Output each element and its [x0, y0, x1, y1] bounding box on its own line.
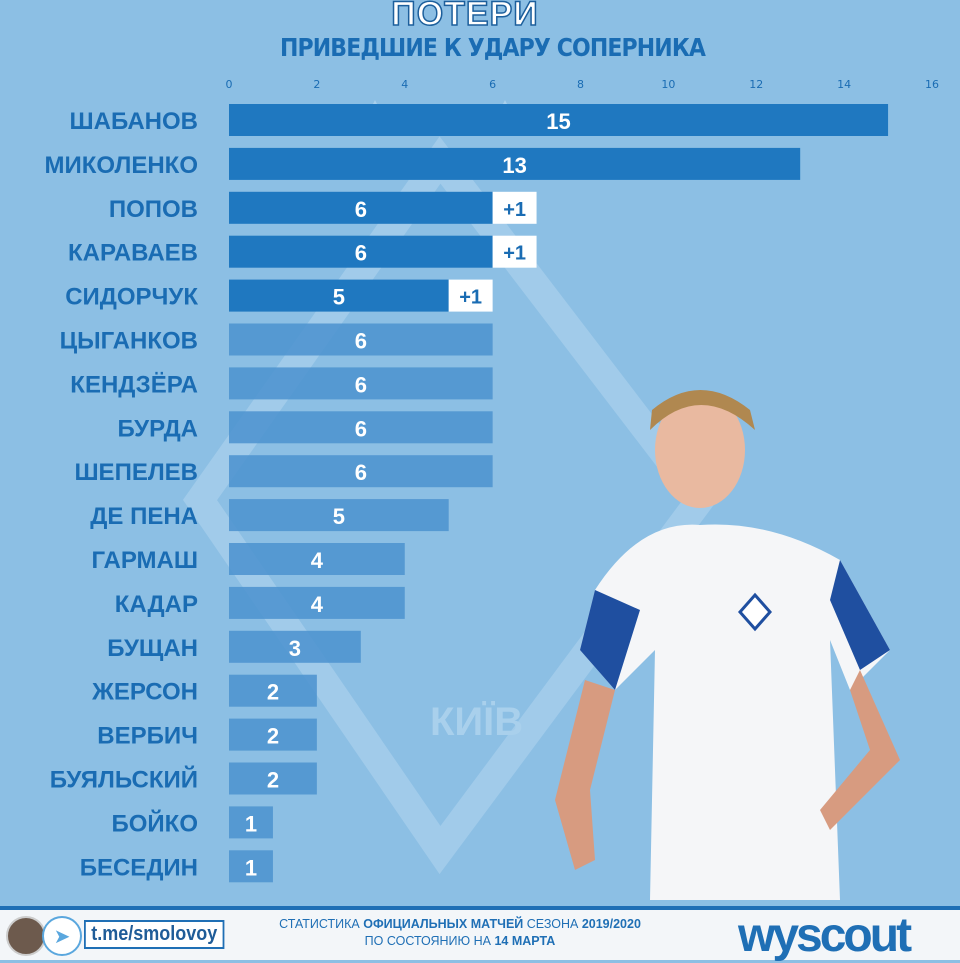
extra-value-label: +1 — [503, 199, 526, 221]
bar-value-label: 3 — [289, 636, 301, 661]
bar — [229, 806, 273, 839]
x-tick-label: 8 — [577, 78, 584, 91]
category-label: СИДОРЧУК — [65, 284, 198, 311]
category-label: БЕСЕДИН — [80, 854, 198, 881]
author-avatar — [6, 916, 46, 956]
stats-note: СТАТИСТИКА ОФИЦИАЛЬНЫХ МАТЧЕЙ СЕЗОНА 201… — [270, 916, 650, 950]
note-text: ОФИЦИАЛЬНЫХ МАТЧЕЙ — [363, 917, 524, 931]
bar-value-label: 1 — [245, 811, 257, 836]
category-label: КАРАВАЕВ — [68, 240, 198, 267]
bar — [229, 499, 449, 532]
bar — [229, 279, 449, 312]
category-label: КЕНДЗЁРА — [70, 371, 198, 398]
category-label: БУРДА — [117, 415, 198, 442]
note-season: 2019/2020 — [581, 917, 641, 931]
bar — [229, 191, 493, 224]
bar — [229, 367, 493, 400]
x-tick-label: 16 — [925, 78, 939, 91]
bar — [229, 762, 317, 795]
bar — [229, 104, 889, 136]
bar — [229, 718, 317, 751]
category-label: КАДАР — [115, 591, 198, 618]
x-tick-label: 4 — [401, 78, 408, 91]
chart-title: ПОТЕРИ — [0, 0, 960, 33]
wyscout-logo: wyscout — [738, 909, 912, 962]
bar — [229, 147, 801, 180]
bar — [229, 586, 405, 619]
note-text: СЕЗОНА — [523, 917, 582, 931]
category-label: ГАРМАШ — [91, 547, 198, 574]
note-text: СТАТИСТИКА — [279, 917, 364, 931]
telegram-icon: ➤ — [42, 916, 82, 956]
bar-value-label: 2 — [267, 724, 279, 749]
x-tick-label: 10 — [661, 78, 675, 91]
bar-value-label: 6 — [355, 241, 367, 266]
category-label: ШАБАНОВ — [70, 108, 198, 135]
bar — [229, 543, 405, 575]
category-label: МИКОЛЕНКО — [45, 152, 198, 179]
player-photo — [555, 390, 900, 900]
bar — [229, 674, 317, 707]
extra-value-label: +1 — [459, 287, 482, 309]
note-date: 14 МАРТА — [494, 934, 556, 948]
chart-title-text: ПОТЕРИ — [391, 0, 539, 33]
bar-value-label: 4 — [311, 548, 324, 573]
category-label: ЖЕРСОН — [91, 679, 198, 706]
bar-value-label: 15 — [546, 109, 570, 134]
bar-value-label: 2 — [267, 768, 279, 793]
bar-value-label: 1 — [245, 855, 257, 880]
bar — [229, 323, 493, 356]
extra-bar — [448, 279, 493, 312]
bar-value-label: 4 — [311, 592, 324, 617]
bar — [229, 630, 361, 663]
bar-value-label: 6 — [355, 329, 367, 354]
category-label: ПОПОВ — [109, 196, 198, 223]
bar-value-label: 5 — [333, 285, 345, 310]
bar-value-label: 2 — [267, 680, 279, 705]
extra-value-label: +1 — [503, 243, 526, 265]
category-label: БУЯЛЬСКИЙ — [50, 766, 198, 794]
bar — [229, 850, 273, 883]
watermark-text: КИЇВ — [430, 700, 523, 744]
category-label: ЦЫГАНКОВ — [60, 328, 198, 355]
bar-value-label: 6 — [355, 197, 367, 222]
bar — [229, 455, 493, 488]
bar-value-label: 5 — [333, 504, 345, 529]
bar — [229, 411, 493, 444]
bar-value-label: 6 — [355, 460, 367, 485]
x-tick-label: 6 — [489, 78, 496, 91]
footer: ➤ t.me/smolovoy СТАТИСТИКА ОФИЦИАЛЬНЫХ М… — [0, 906, 960, 962]
extra-bar — [492, 235, 537, 268]
bar — [229, 235, 493, 268]
category-label: ВЕРБИЧ — [97, 723, 198, 750]
x-tick-label: 2 — [313, 78, 320, 91]
chart-subtitle: ПРИВЕДШИЕ К УДАРУ СОПЕРНИКА — [280, 33, 706, 62]
telegram-link[interactable]: t.me/smolovoy — [84, 920, 225, 949]
category-label: ШЕПЕЛЕВ — [74, 459, 198, 486]
category-label: ДЕ ПЕНА — [90, 503, 198, 530]
note-text: ПО СОСТОЯНИЮ НА — [364, 934, 495, 948]
x-tick-label: 14 — [837, 78, 851, 91]
category-label: БУЩАН — [107, 635, 198, 662]
x-tick-label: 0 — [226, 78, 233, 91]
bar-value-label: 6 — [355, 372, 367, 397]
extra-bar — [492, 191, 537, 224]
x-tick-label: 12 — [749, 78, 763, 91]
category-label: БОЙКО — [112, 809, 198, 837]
bar-value-label: 6 — [355, 416, 367, 441]
bar-value-label: 13 — [502, 153, 526, 178]
